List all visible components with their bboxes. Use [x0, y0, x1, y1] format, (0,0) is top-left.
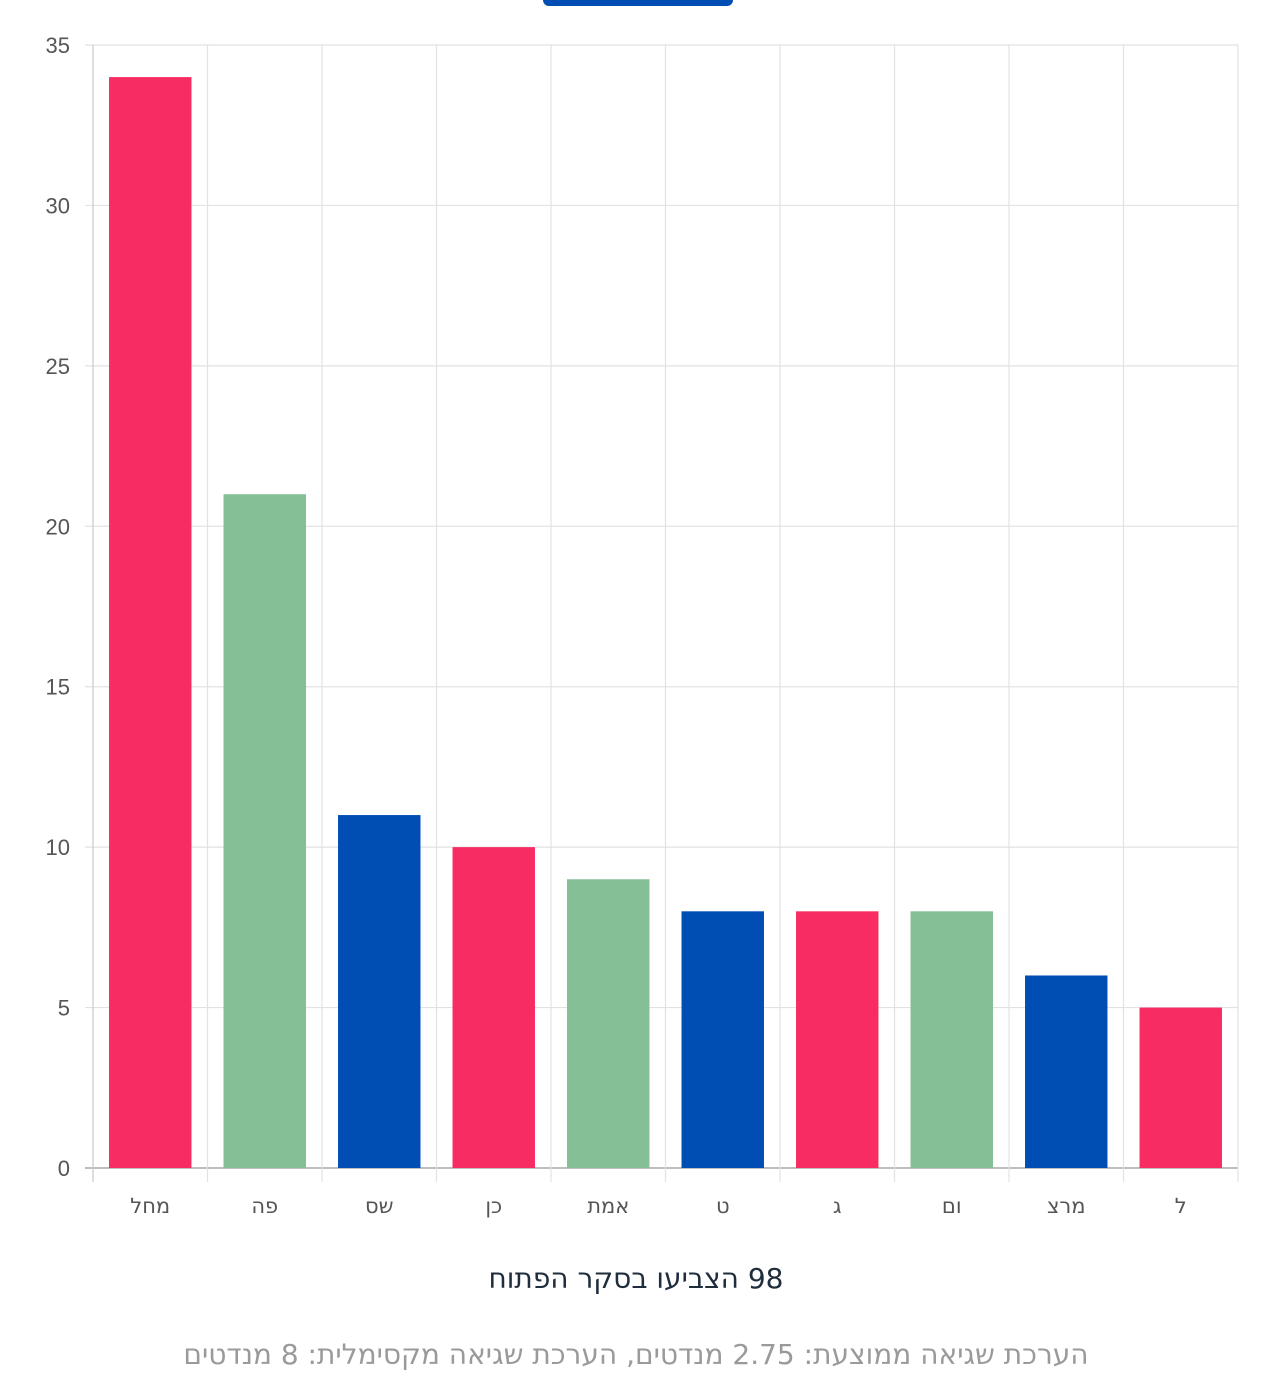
bar[interactable]	[223, 494, 306, 1168]
chart-grid	[85, 44, 1239, 1182]
x-tick-label: אמת	[587, 1194, 629, 1218]
y-tick-label: 25	[46, 354, 70, 379]
bar[interactable]	[567, 879, 650, 1168]
y-tick-label: 30	[46, 193, 70, 218]
chart-bars	[109, 77, 1222, 1169]
chart-caption: 98 הצביעו בסקר הפתוח	[488, 1262, 784, 1295]
y-tick-label: 35	[46, 33, 70, 58]
x-tick-label: פה	[251, 1194, 278, 1218]
x-axis-ticks: מחל פה שס כן אמת ט ג ום מרצ ל	[130, 1194, 1186, 1218]
bar[interactable]	[109, 77, 192, 1169]
bar[interactable]	[1139, 1007, 1222, 1168]
bar[interactable]	[910, 911, 993, 1168]
y-tick-label: 15	[46, 675, 70, 700]
bar[interactable]	[681, 911, 764, 1168]
bar[interactable]	[796, 911, 879, 1168]
error-estimate-note: הערכת שגיאה ממוצעת: 2.75 מנדטים, הערכת ש…	[183, 1338, 1089, 1371]
top-tab-button[interactable]	[543, 0, 733, 6]
x-tick-label: ום	[942, 1194, 962, 1218]
y-tick-label: 20	[46, 514, 70, 539]
x-tick-label: שס	[365, 1194, 394, 1218]
bar[interactable]	[1025, 975, 1108, 1168]
x-tick-label: כן	[485, 1194, 502, 1218]
x-tick-label: מחל	[130, 1194, 170, 1218]
x-tick-label: ט	[716, 1194, 730, 1218]
x-tick-label: ל	[1175, 1194, 1187, 1218]
y-tick-label: 10	[46, 835, 70, 860]
x-tick-label: מרצ	[1047, 1194, 1086, 1218]
y-tick-label: 5	[58, 996, 70, 1021]
bar[interactable]	[338, 815, 421, 1168]
bar[interactable]	[452, 847, 535, 1168]
y-axis-ticks: 0 5 10 15 20 25 30 35	[46, 33, 70, 1181]
x-tick-label: ג	[833, 1194, 842, 1218]
y-tick-label: 0	[58, 1156, 70, 1181]
bar-chart: 0 5 10 15 20 25 30 35 מחל פה שס כן אמת ט ג ום מרצ ל	[46, 33, 1239, 1218]
